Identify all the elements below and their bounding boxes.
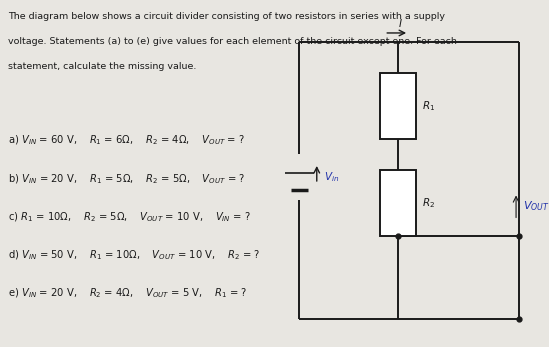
Text: a) $V_{IN}$ = 60 V,    $R_1$ = 6$\Omega$,    $R_2$ = 4$\Omega$,    $V_{OUT}$ = ?: a) $V_{IN}$ = 60 V, $R_1$ = 6$\Omega$, $… [8, 134, 245, 147]
Text: $V_{in}$: $V_{in}$ [324, 170, 340, 184]
Text: $R_2$: $R_2$ [422, 196, 435, 210]
Text: $R_1$: $R_1$ [422, 99, 435, 113]
Text: The diagram below shows a circuit divider consisting of two resistors in series : The diagram below shows a circuit divide… [8, 12, 445, 21]
Bar [380, 170, 416, 236]
Text: $V_{OUT}$: $V_{OUT}$ [523, 200, 549, 213]
Text: $I$: $I$ [399, 17, 403, 28]
Text: b) $V_{IN}$ = 20 V,    $R_1$ = 5$\Omega$,    $R_2$ = 5$\Omega$,    $V_{OUT}$ = ?: b) $V_{IN}$ = 20 V, $R_1$ = 5$\Omega$, $… [8, 172, 245, 186]
Text: e) $V_{IN}$ = 20 V,    $R_2$ = 4$\Omega$,    $V_{OUT}$ = 5 V,    $R_1$ = ?: e) $V_{IN}$ = 20 V, $R_2$ = 4$\Omega$, $… [8, 286, 248, 300]
Text: voltage. Statements (a) to (e) give values for each element of the circuit excep: voltage. Statements (a) to (e) give valu… [8, 37, 457, 46]
Text: c) $R_1$ = 10$\Omega$,    $R_2$ = 5$\Omega$,    $V_{OUT}$ = 10 V,    $V_{IN}$ = : c) $R_1$ = 10$\Omega$, $R_2$ = 5$\Omega$… [8, 210, 251, 224]
Text: d) $V_{IN}$ = 50 V,    $R_1$ = 10$\Omega$,    $V_{OUT}$ = 10 V,    $R_2$ = ?: d) $V_{IN}$ = 50 V, $R_1$ = 10$\Omega$, … [8, 248, 261, 262]
Bar [380, 73, 416, 139]
Text: statement, calculate the missing value.: statement, calculate the missing value. [8, 62, 197, 71]
